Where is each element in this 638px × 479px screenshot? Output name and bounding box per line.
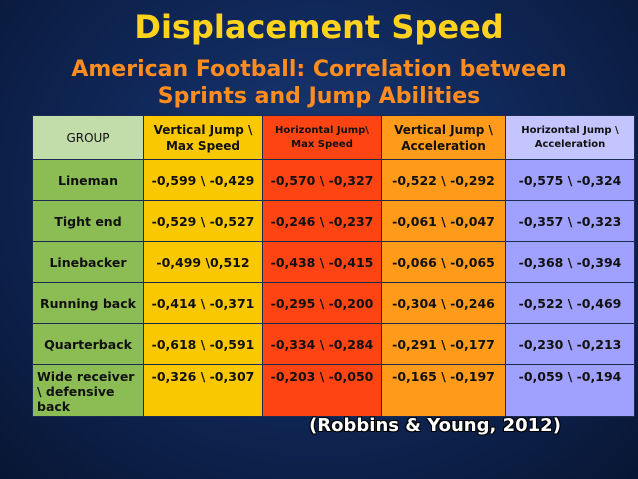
value-cell: -0,618 \ -0,591 <box>143 323 263 365</box>
header-group: GROUP <box>32 115 144 160</box>
value-cell: -0,230 \ -0,213 <box>505 323 635 365</box>
value-cell: -0,522 \ -0,469 <box>505 282 635 324</box>
group-cell: Running back <box>32 282 144 324</box>
value-cell: -0,061 \ -0,047 <box>381 200 506 242</box>
value-cell: -0,334 \ -0,284 <box>262 323 382 365</box>
value-cell: -0,203 \ -0,050 <box>262 364 382 417</box>
group-cell: Tight end <box>32 200 144 242</box>
value-cell: -0,599 \ -0,429 <box>143 159 263 201</box>
value-cell: -0,246 \ -0,237 <box>262 200 382 242</box>
value-cell: -0,295 \ -0,200 <box>262 282 382 324</box>
slide-subtitle-line2: Sprints and Jump Abilities <box>157 84 481 109</box>
value-cell: -0,304 \ -0,246 <box>381 282 506 324</box>
table-row: Running back -0,414 \ -0,371 -0,295 \ -0… <box>32 282 635 324</box>
value-cell: -0,368 \ -0,394 <box>505 241 635 283</box>
group-cell: Quarterback <box>32 323 144 365</box>
value-cell: -0,357 \ -0,323 <box>505 200 635 242</box>
table-row: Wide receiver \ defensive back -0,326 \ … <box>32 364 635 417</box>
header-horizontal-jump-max-speed: Horizontal Jump\ Max Speed <box>262 115 382 160</box>
value-cell: -0,414 \ -0,371 <box>143 282 263 324</box>
header-vertical-jump-acceleration: Vertical Jump \ Acceleration <box>381 115 506 160</box>
value-cell: -0,570 \ -0,327 <box>262 159 382 201</box>
slide-title: Displacement Speed <box>134 8 504 46</box>
value-cell: -0,059 \ -0,194 <box>505 364 635 417</box>
value-cell: -0,499 \0,512 <box>143 241 263 283</box>
table-row: Lineman -0,599 \ -0,429 -0,570 \ -0,327 … <box>32 159 635 201</box>
citation: (Robbins & Young, 2012) <box>309 415 561 436</box>
value-cell: -0,529 \ -0,527 <box>143 200 263 242</box>
header-horizontal-jump-acceleration: Horizontal Jump \ Acceleration <box>505 115 635 160</box>
slide-subtitle-line1: American Football: Correlation between <box>71 57 567 82</box>
header-vertical-jump-max-speed: Vertical Jump \ Max Speed <box>143 115 263 160</box>
table-header-row: GROUP Vertical Jump \ Max Speed Horizont… <box>32 115 635 160</box>
value-cell: -0,522 \ -0,292 <box>381 159 506 201</box>
value-cell: -0,438 \ -0,415 <box>262 241 382 283</box>
value-cell: -0,326 \ -0,307 <box>143 364 263 417</box>
value-cell: -0,165 \ -0,197 <box>381 364 506 417</box>
correlation-table: GROUP Vertical Jump \ Max Speed Horizont… <box>32 115 635 417</box>
table-row: Quarterback -0,618 \ -0,591 -0,334 \ -0,… <box>32 323 635 365</box>
table-row: Linebacker -0,499 \0,512 -0,438 \ -0,415… <box>32 241 635 283</box>
group-cell: Lineman <box>32 159 144 201</box>
value-cell: -0,575 \ -0,324 <box>505 159 635 201</box>
group-cell: Wide receiver \ defensive back <box>32 364 144 417</box>
table-row: Tight end -0,529 \ -0,527 -0,246 \ -0,23… <box>32 200 635 242</box>
value-cell: -0,291 \ -0,177 <box>381 323 506 365</box>
value-cell: -0,066 \ -0,065 <box>381 241 506 283</box>
group-cell: Linebacker <box>32 241 144 283</box>
